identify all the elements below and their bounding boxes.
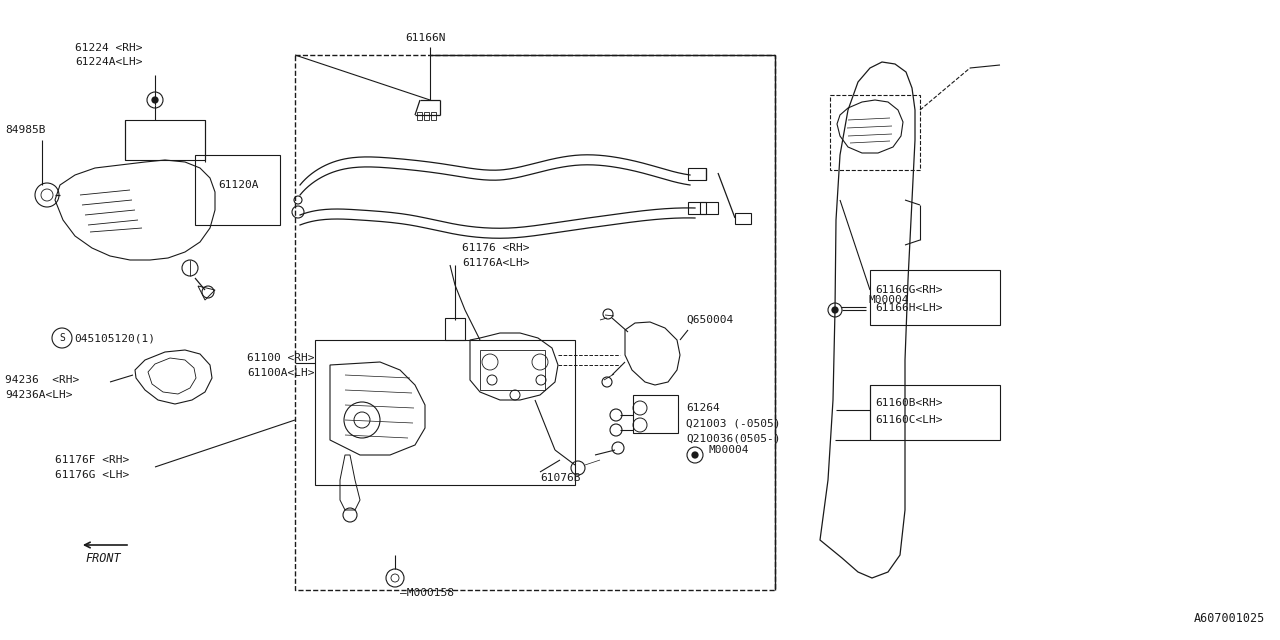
Text: 84985B: 84985B [5,125,46,135]
Text: Q21003 (-0505): Q21003 (-0505) [686,418,781,428]
Text: 61166G<RH>: 61166G<RH> [876,285,942,295]
Bar [870,270,1000,325]
Bar [431,112,436,120]
Bar [689,168,707,180]
Text: M00004: M00004 [708,445,749,455]
Text: 61160C<LH>: 61160C<LH> [876,415,942,425]
Text: 61100 <RH>: 61100 <RH> [247,353,315,363]
Text: 61076B: 61076B [540,473,581,483]
Text: S: S [59,333,65,343]
Text: 94236A<LH>: 94236A<LH> [5,390,73,400]
Bar [195,155,280,225]
Text: 61166H<LH>: 61166H<LH> [876,303,942,313]
Text: A607001025: A607001025 [1194,611,1265,625]
Text: Q210036(0505-): Q210036(0505-) [686,433,781,443]
Text: 94236  <RH>: 94236 <RH> [5,375,79,385]
Text: 61176A<LH>: 61176A<LH> [462,258,530,268]
Bar [829,95,920,170]
Circle shape [832,307,838,313]
Text: 61264: 61264 [686,403,719,413]
Text: 61224 <RH>: 61224 <RH> [76,43,142,53]
Text: 61120A: 61120A [218,180,259,190]
Bar [294,55,774,590]
Text: 61176F <RH>: 61176F <RH> [55,455,129,465]
Bar [870,385,1000,440]
Bar [689,202,707,214]
Text: —M000158: —M000158 [401,588,454,598]
Bar [417,112,422,120]
Bar [634,395,678,433]
Text: 61160B<RH>: 61160B<RH> [876,398,942,408]
Text: 045105120(1): 045105120(1) [74,333,155,343]
Bar [700,202,718,214]
Circle shape [152,97,157,103]
Bar [424,112,429,120]
Bar [315,340,575,485]
Circle shape [692,452,698,458]
Text: 61176 <RH>: 61176 <RH> [462,243,530,253]
Bar [125,120,205,160]
Text: 61224A<LH>: 61224A<LH> [76,57,142,67]
Text: 61100A<LH>: 61100A<LH> [247,368,315,378]
Bar [735,213,751,224]
Text: Q650004: Q650004 [686,315,733,325]
Text: FRONT: FRONT [84,552,120,564]
Bar [445,318,465,340]
Text: 61176G <LH>: 61176G <LH> [55,470,129,480]
Text: M00004: M00004 [868,295,909,305]
Bar [480,350,545,390]
Text: 61166N: 61166N [404,33,445,43]
